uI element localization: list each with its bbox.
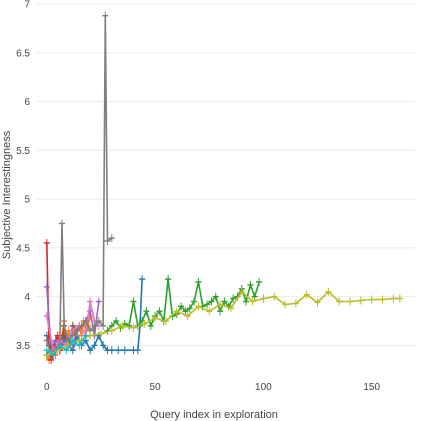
x-tick-label: 0 — [44, 382, 50, 393]
y-tick-label: 6.5 — [16, 48, 30, 59]
y-tick-label: 6 — [24, 97, 30, 108]
series-layer — [43, 11, 403, 364]
y-tick-label: 4 — [24, 292, 30, 303]
series-line — [46, 300, 100, 351]
series-line — [46, 14, 113, 356]
series-2 — [104, 275, 263, 335]
y-tick-label: 5.5 — [16, 146, 30, 157]
y-tick-label: 3.5 — [16, 341, 30, 352]
grid — [36, 3, 415, 346]
y-tick-label: 5 — [24, 195, 30, 206]
y-axis-ticks: 3.5 4 4.5 5 5.5 6 6.5 7 — [16, 0, 30, 352]
x-tick-label: 100 — [255, 382, 272, 393]
x-tick-label: 50 — [150, 382, 162, 393]
series-line — [46, 290, 400, 356]
x-tick-label: 150 — [363, 382, 380, 393]
x-axis-ticks: 0 50 100 150 — [44, 382, 380, 393]
y-axis-title: Subjective Interestingness — [1, 130, 13, 259]
y-tick-label: 7 — [24, 0, 30, 11]
x-axis-title: Query index in exploration — [150, 409, 278, 421]
series-9 — [43, 331, 89, 360]
series-8 — [43, 287, 403, 360]
series-line — [106, 278, 260, 332]
y-tick-label: 4.5 — [16, 243, 30, 254]
series-7 — [43, 11, 115, 360]
